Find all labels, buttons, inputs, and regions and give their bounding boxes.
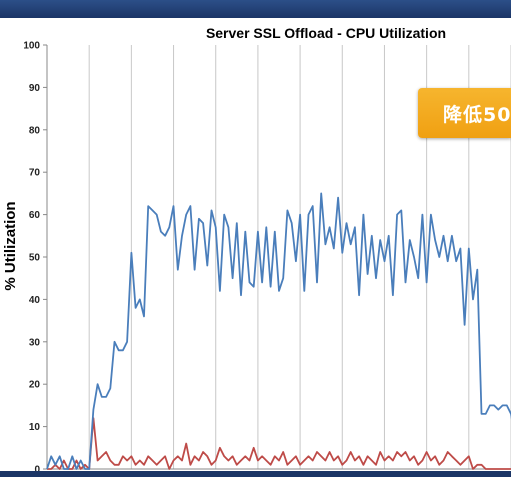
footer-strip xyxy=(0,471,511,477)
window-header-bar xyxy=(0,0,511,18)
series-layer xyxy=(46,192,511,470)
y-tick-label: 100 xyxy=(23,41,40,52)
reduction-callout: 降低50 xyxy=(418,88,511,138)
y-tick-label: 70 xyxy=(29,168,41,179)
y-tick-labels: 0 10 20 30 40 50 60 70 80 90 100 xyxy=(23,41,47,476)
cpu-utilization-series-line xyxy=(46,192,511,470)
y-tick-label: 80 xyxy=(29,125,41,136)
chart-title: Server SSL Offload - CPU Utilization xyxy=(206,25,446,41)
callout-text: 降低50 xyxy=(443,104,511,126)
y-tick-label: 0 xyxy=(34,465,40,476)
y-tick-label: 10 xyxy=(29,422,41,433)
y-tick-label: 30 xyxy=(29,337,41,348)
y-tick-label: 40 xyxy=(29,295,41,306)
secondary-series-line xyxy=(47,417,511,470)
y-tick-label: 20 xyxy=(29,380,41,391)
y-tick-label: 90 xyxy=(29,83,41,94)
y-axis-label: % Utilization xyxy=(2,201,19,290)
y-tick-label: 60 xyxy=(29,210,41,221)
y-tick-label: 50 xyxy=(29,253,41,264)
